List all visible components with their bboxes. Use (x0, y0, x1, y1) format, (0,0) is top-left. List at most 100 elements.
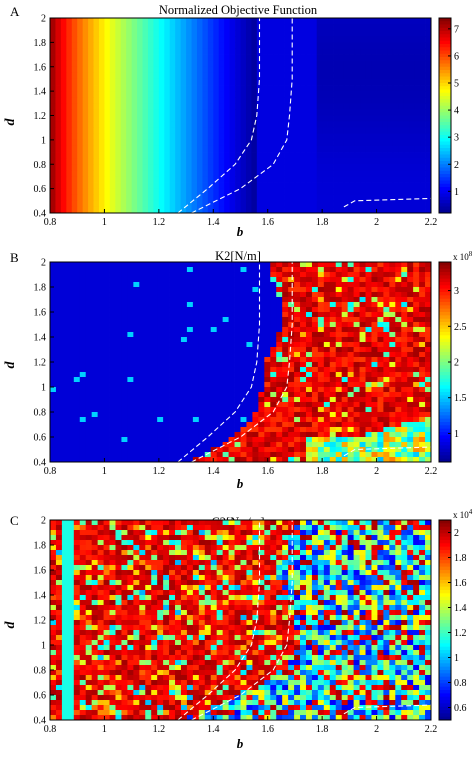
heatmap-cell (348, 407, 354, 412)
heatmap-cell (175, 367, 181, 372)
heatmap-cell (205, 382, 211, 387)
heatmap-cell (115, 312, 121, 317)
heatmap-cell (169, 322, 175, 327)
heatmap-cell (311, 158, 317, 164)
heatmap-cell (382, 134, 388, 140)
heatmap-cell (355, 183, 361, 189)
heatmap-cell (395, 407, 401, 412)
heatmap-cell (377, 116, 383, 122)
heatmap-cell (104, 176, 110, 182)
heatmap-cell (395, 342, 401, 347)
heatmap-cell (121, 287, 127, 292)
heatmap-cell (80, 292, 86, 297)
heatmap-cell (186, 85, 192, 91)
heatmap-cell (324, 287, 330, 292)
heatmap-cell (268, 97, 274, 103)
heatmap-cell (143, 48, 149, 54)
heatmap-cell (219, 61, 225, 67)
heatmap-cell (252, 387, 258, 392)
heatmap-cell (322, 91, 328, 97)
heatmap-cell (268, 18, 274, 24)
heatmap-cell (62, 272, 68, 277)
heatmap-cell (377, 42, 383, 48)
heatmap-cell (382, 128, 388, 134)
heatmap-cell (55, 195, 61, 201)
x-tick-label: 2 (374, 466, 379, 477)
heatmap-cell (56, 322, 62, 327)
heatmap-cell (342, 422, 348, 427)
heatmap-cell (284, 67, 290, 73)
heatmap-cell (425, 372, 431, 377)
heatmap-cell (404, 195, 410, 201)
heatmap-cell (262, 85, 268, 91)
heatmap-cell (235, 201, 241, 207)
heatmap-cell (55, 158, 61, 164)
heatmap-cell (153, 61, 159, 67)
heatmap-cell (382, 176, 388, 182)
heatmap-cell (246, 128, 252, 134)
heatmap-cell (143, 146, 149, 152)
heatmap-cell (219, 176, 225, 182)
heatmap-cell (170, 158, 176, 164)
heatmap-cell (300, 170, 306, 176)
heatmap-cell (311, 79, 317, 85)
heatmap-cell (224, 79, 230, 85)
heatmap-cell (324, 332, 330, 337)
heatmap-cell (415, 61, 421, 67)
heatmap-cell (295, 158, 301, 164)
heatmap-cell (401, 332, 407, 337)
heatmap-cell (270, 352, 276, 357)
heatmap-cell (175, 201, 181, 207)
heatmap-cell (300, 392, 306, 397)
heatmap-cell (115, 18, 121, 24)
heatmap-cell (377, 91, 383, 97)
heatmap-cell (258, 412, 264, 417)
heatmap-cell (420, 109, 426, 115)
heatmap-cell (127, 312, 133, 317)
heatmap-cell (419, 397, 425, 402)
heatmap-cell (175, 332, 181, 337)
heatmap-cell (133, 372, 139, 377)
heatmap-cell (330, 352, 336, 357)
heatmap-cell (187, 437, 193, 442)
heatmap-cell (273, 103, 279, 109)
heatmap-cell (270, 412, 276, 417)
heatmap-cell (170, 183, 176, 189)
heatmap-cell (163, 267, 169, 272)
heatmap-cell (393, 36, 399, 42)
heatmap-cell (284, 42, 290, 48)
heatmap-cell (217, 407, 223, 412)
heatmap-cell (127, 422, 133, 427)
heatmap-cell (348, 327, 354, 332)
heatmap-cell (333, 36, 339, 42)
heatmap-cell (139, 362, 145, 367)
heatmap-cell (413, 322, 419, 327)
heatmap-cell (115, 207, 121, 213)
heatmap-cell (398, 91, 404, 97)
heatmap-cell (413, 427, 419, 432)
heatmap-cell (415, 176, 421, 182)
heatmap-cell (86, 412, 92, 417)
heatmap-cell (99, 73, 105, 79)
heatmap-cell (241, 407, 247, 412)
heatmap-cell (229, 422, 235, 427)
heatmap-cell (98, 387, 104, 392)
heatmap-cell (322, 103, 328, 109)
heatmap-cell (143, 152, 149, 158)
heatmap-cell (217, 287, 223, 292)
heatmap-cell (294, 407, 300, 412)
heatmap-cell (338, 134, 344, 140)
heatmap-cell (121, 24, 127, 30)
heatmap-cell (288, 372, 294, 377)
heatmap-cell (133, 347, 139, 352)
heatmap-cell (377, 432, 383, 437)
heatmap-cell (56, 342, 62, 347)
heatmap-cell (371, 387, 377, 392)
heatmap-cell (110, 91, 116, 97)
heatmap-cell (94, 189, 100, 195)
heatmap-cell (192, 103, 198, 109)
heatmap-cell (115, 152, 121, 158)
heatmap-cell (330, 382, 336, 387)
heatmap-cell (143, 91, 149, 97)
heatmap-cell (55, 116, 61, 122)
